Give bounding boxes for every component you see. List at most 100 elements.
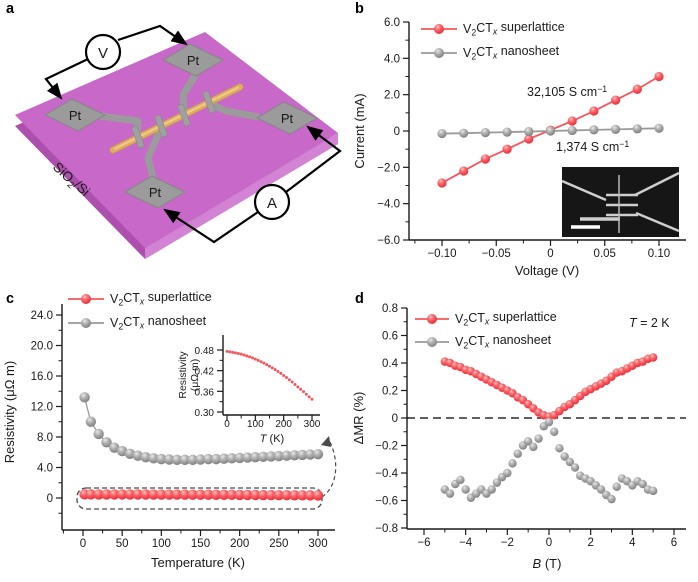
legend-marker (81, 294, 91, 304)
data-point-marker (273, 489, 285, 501)
inset-data-point (290, 380, 294, 384)
voltmeter-label: V (98, 45, 108, 62)
inset-data-point (242, 353, 246, 357)
data-point-marker (480, 128, 490, 138)
data-point-marker (607, 494, 616, 504)
data-point-marker (492, 478, 502, 487)
series-v2ctx-nanosheet (79, 392, 324, 466)
pt-pad-bottom (123, 175, 187, 209)
legend: V2CTx superlattice V2CTx nanosheet (68, 290, 212, 331)
y-tick-label: 0.6 (382, 331, 398, 343)
data-point-marker (503, 468, 512, 478)
annotation-conductivity-superlattice: 32,105 S cm−1 (527, 84, 607, 99)
inset-data-point (245, 354, 249, 358)
y-tick-label: 0 (394, 126, 400, 138)
data-point-marker (265, 489, 277, 501)
data-point-marker (638, 479, 647, 489)
legend-label: V2CTx nanosheet (110, 314, 207, 332)
inset-data-point (282, 373, 286, 377)
wire-voltmeter-top (117, 24, 188, 46)
x-tick-label: 4 (629, 537, 636, 549)
legend-label: V2CTx nanosheet (455, 333, 552, 351)
y-tick-label: 0.8 (382, 303, 398, 315)
inset-data-point (270, 366, 274, 370)
y-axis-label: ΔMR (%) (351, 392, 366, 445)
inset-data-point (279, 371, 283, 375)
data-point-marker (502, 144, 512, 154)
inset-data-point (307, 395, 311, 399)
data-point-marker (218, 453, 230, 464)
x-tick-label: 6 (671, 537, 677, 549)
data-point-marker (648, 353, 658, 362)
inset-x-axis-label: T (K) (260, 433, 284, 445)
data-point-marker (195, 454, 206, 465)
series-v2ctx-superlattice (440, 353, 658, 421)
data-point-marker (210, 453, 222, 465)
panel-c-label: c (6, 291, 15, 307)
data-point-marker (523, 437, 533, 446)
data-point-marker (545, 126, 556, 136)
inset-data-point (273, 368, 277, 372)
data-point-marker (480, 154, 490, 164)
inset-data-point (225, 349, 229, 353)
pt-label: Pt (187, 53, 200, 68)
data-point-marker (171, 489, 183, 500)
x-tick-label: 50 (116, 538, 129, 550)
data-point-marker (524, 134, 534, 144)
y-axis-label: Resistivity (μΩ m) (2, 361, 17, 463)
y-tick-label: 4.0 (37, 463, 53, 475)
legend: V2CTx superlattice V2CTx nanosheet (415, 310, 557, 351)
axes (222, 335, 320, 416)
x-tick-label: −6 (417, 537, 430, 549)
x-tick-label: 0.05 (594, 248, 616, 260)
data-point-marker (132, 489, 144, 500)
data-point-marker (565, 457, 575, 467)
legend-marker (427, 337, 437, 347)
panel-a-label: a (6, 1, 15, 17)
annotation-temperature: T = 2 K (629, 316, 670, 330)
data-point-marker (226, 453, 238, 464)
y-tick-label: 16.0 (31, 371, 53, 383)
data-point-marker (257, 489, 269, 501)
pt-label: Pt (281, 111, 294, 126)
pt-label: Pt (69, 108, 82, 123)
data-point-marker (611, 95, 621, 105)
x-axis-label: B (T) (533, 556, 562, 571)
pt-pad-top (161, 43, 225, 77)
legend-label: V2CTx nanosheet (463, 44, 560, 62)
x-tick-label: 100 (152, 538, 171, 550)
data-point-marker (456, 475, 465, 485)
y-tick-label: 2.0 (384, 90, 400, 102)
panel-b-label: b (355, 1, 364, 17)
data-point-marker (648, 486, 658, 496)
substrate-top (15, 32, 338, 248)
data-point-marker (265, 451, 277, 462)
data-point-marker (132, 450, 144, 461)
x-tick-label: −0.05 (482, 248, 511, 260)
wire-voltmeter-left (44, 58, 89, 100)
data-point-marker (459, 166, 469, 176)
data-point-marker (250, 489, 261, 501)
device-schematic-svg: SiO2/Si (15, 24, 342, 259)
data-point-marker (234, 489, 245, 501)
legend-marker (434, 24, 444, 34)
series-v2ctx-superlattice (79, 489, 324, 501)
data-point-marker (156, 489, 167, 500)
inset-data-point (253, 357, 257, 361)
data-point-marker (156, 453, 167, 465)
data-point-marker (93, 489, 104, 500)
data-point-marker (560, 452, 569, 461)
x-tick-label: 100 (247, 419, 264, 430)
contact-finger (154, 114, 168, 138)
inset-data-point (259, 360, 263, 364)
data-point-marker (281, 490, 292, 501)
circuit-wires (44, 24, 342, 244)
data-point-marker (437, 128, 447, 139)
data-point-marker (273, 450, 285, 462)
data-point-marker (124, 489, 136, 500)
y-tick-label: 0.4 (382, 358, 399, 370)
inset-series-superlattice (225, 349, 314, 401)
inset-data-point (265, 363, 269, 367)
data-point-marker (171, 454, 183, 466)
